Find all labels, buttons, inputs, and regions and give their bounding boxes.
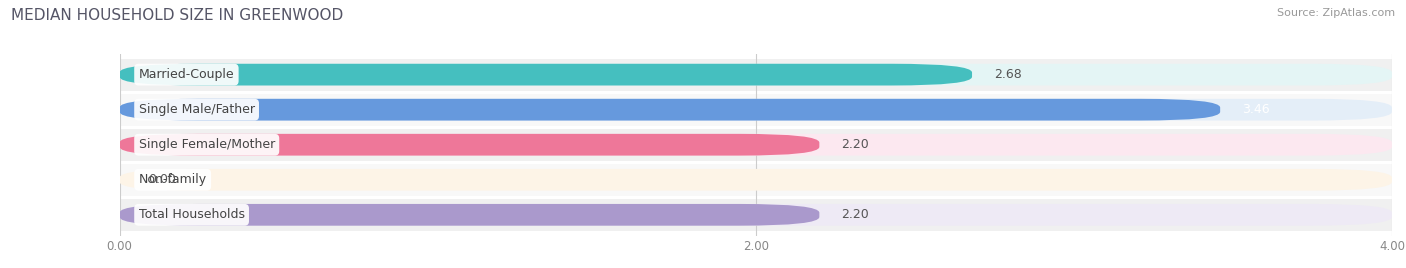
Text: 0.00: 0.00 bbox=[148, 173, 176, 186]
FancyBboxPatch shape bbox=[120, 99, 1220, 121]
FancyBboxPatch shape bbox=[120, 99, 1392, 121]
Text: 3.46: 3.46 bbox=[1243, 103, 1270, 116]
FancyBboxPatch shape bbox=[120, 169, 1392, 191]
FancyBboxPatch shape bbox=[104, 199, 1406, 231]
Text: Non-family: Non-family bbox=[139, 173, 207, 186]
Text: 2.68: 2.68 bbox=[994, 68, 1022, 81]
FancyBboxPatch shape bbox=[104, 164, 1406, 196]
FancyBboxPatch shape bbox=[120, 134, 820, 156]
Text: 2.20: 2.20 bbox=[842, 138, 869, 151]
Text: MEDIAN HOUSEHOLD SIZE IN GREENWOOD: MEDIAN HOUSEHOLD SIZE IN GREENWOOD bbox=[11, 8, 343, 23]
Text: Married-Couple: Married-Couple bbox=[139, 68, 235, 81]
FancyBboxPatch shape bbox=[104, 58, 1406, 91]
FancyBboxPatch shape bbox=[104, 94, 1406, 126]
FancyBboxPatch shape bbox=[104, 129, 1406, 161]
FancyBboxPatch shape bbox=[120, 64, 1392, 85]
FancyBboxPatch shape bbox=[120, 134, 1392, 156]
Text: Source: ZipAtlas.com: Source: ZipAtlas.com bbox=[1277, 8, 1395, 18]
FancyBboxPatch shape bbox=[120, 204, 820, 226]
Text: Single Female/Mother: Single Female/Mother bbox=[139, 138, 274, 151]
FancyBboxPatch shape bbox=[120, 64, 972, 85]
Text: Total Households: Total Households bbox=[139, 208, 245, 221]
Text: 2.20: 2.20 bbox=[842, 208, 869, 221]
FancyBboxPatch shape bbox=[120, 204, 1392, 226]
Text: Single Male/Father: Single Male/Father bbox=[139, 103, 254, 116]
